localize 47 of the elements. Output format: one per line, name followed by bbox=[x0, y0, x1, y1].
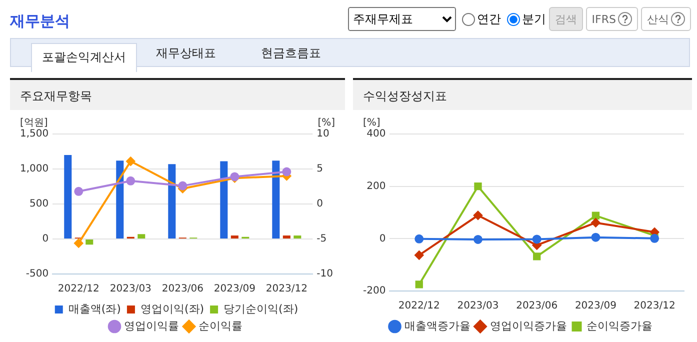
text: 산식 bbox=[647, 12, 669, 26]
legend-label: 매출액증가율 bbox=[404, 319, 470, 332]
y2-tick-label: -10 bbox=[316, 268, 334, 280]
x-tick-label: 2023/12 bbox=[634, 300, 676, 312]
y-tick-label: 400 bbox=[366, 128, 386, 140]
legend-label: 순이익증가율 bbox=[586, 319, 652, 332]
y-tick-label: 0 bbox=[42, 234, 49, 245]
x-tick-label: 2023/09 bbox=[574, 300, 616, 312]
x-tick-label: 2023/12 bbox=[266, 284, 308, 295]
text: 재무분석 bbox=[10, 12, 70, 31]
x-tick-label: 2023/06 bbox=[516, 300, 558, 312]
y-tick-label: 0 bbox=[379, 233, 386, 244]
y-tick-label: 1,500 bbox=[20, 128, 49, 140]
y2-tick-label: 0 bbox=[316, 198, 324, 210]
x-tick-label: 2023/03 bbox=[110, 284, 152, 295]
text: 주재무제표 bbox=[348, 7, 456, 31]
text: 재무상태표 bbox=[156, 45, 216, 62]
y-tick-label: -500 bbox=[26, 268, 49, 280]
x-tick-label: 2022/12 bbox=[58, 284, 100, 295]
text: 포괄손익계산서 bbox=[31, 43, 137, 72]
chart-title: 주요재무항목 bbox=[10, 80, 345, 110]
text: 검색 bbox=[554, 12, 577, 26]
x-tick-label: 2023/03 bbox=[457, 300, 499, 312]
text: IFRS bbox=[592, 12, 616, 26]
y2-axis-title: [%] bbox=[318, 118, 336, 129]
legend-label: 영업이익률 bbox=[124, 319, 179, 332]
text: 연간 bbox=[476, 10, 501, 28]
x-tick-label: 2022/12 bbox=[398, 300, 440, 312]
y-tick-label: 1,000 bbox=[20, 164, 49, 175]
x-tick-label: 2023/06 bbox=[162, 284, 204, 295]
legend-label: 매출액(좌) bbox=[68, 302, 121, 316]
legend-label: 영업이익(좌) bbox=[140, 302, 204, 316]
y-axis-title: [억원] bbox=[20, 118, 48, 129]
text: 분기 bbox=[522, 10, 546, 28]
legend-label: 순이익률 bbox=[198, 319, 242, 332]
y2-tick-label: 10 bbox=[316, 128, 330, 140]
y2-tick-label: -5 bbox=[316, 234, 327, 245]
legend-label: 영업이익증가율 bbox=[490, 319, 567, 332]
y2-tick-label: 5 bbox=[316, 164, 324, 175]
chart-title: 수익성장성지표 bbox=[353, 80, 692, 110]
y-tick-label: 200 bbox=[366, 180, 386, 192]
x-tick-label: 2023/09 bbox=[214, 284, 256, 295]
y-axis-title: [%] bbox=[363, 118, 380, 129]
legend-label: 당기순이익(좌) bbox=[224, 302, 298, 316]
text: 현금흐름표 bbox=[261, 45, 321, 62]
y-tick-label: -200 bbox=[362, 286, 386, 297]
y-tick-label: 500 bbox=[30, 198, 49, 210]
